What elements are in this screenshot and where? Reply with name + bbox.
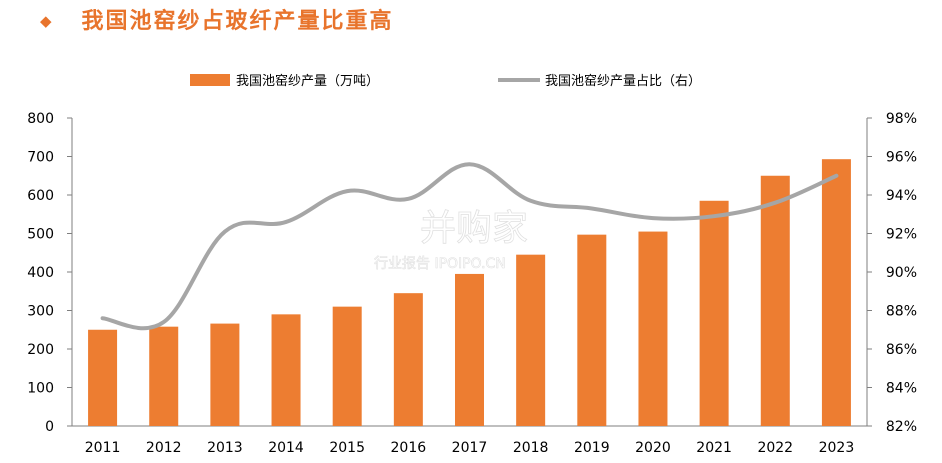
legend-line-label: 我国池窑纱产量占比（右） xyxy=(545,73,701,89)
bar xyxy=(516,254,546,426)
x-tick-label: 2015 xyxy=(329,440,365,456)
bar xyxy=(455,273,484,426)
x-tick-label: 2020 xyxy=(635,440,671,456)
left-tick-label: 200 xyxy=(27,342,54,358)
x-tick-label: 2014 xyxy=(268,440,304,456)
right-tick-label: 96% xyxy=(886,150,917,166)
chart-title: 我国池窑纱占玻纤产量比重高 xyxy=(81,8,394,34)
legend-bar-label: 我国池窑纱产量（万吨） xyxy=(236,73,379,89)
x-tick-label: 2013 xyxy=(207,440,243,456)
legend: 我国池窑纱产量（万吨） 我国池窑纱产量占比（右） xyxy=(190,73,701,89)
right-tick-label: 98% xyxy=(886,111,917,127)
bar xyxy=(821,159,851,426)
x-tick-label: 2022 xyxy=(757,440,793,456)
watermark-brand: 并购家 xyxy=(420,208,528,249)
bar xyxy=(88,329,118,426)
left-tick-label: 300 xyxy=(27,304,54,320)
bar xyxy=(271,314,301,426)
right-tick-label: 88% xyxy=(886,304,917,320)
watermark-sub: 行业报告 IPOIPO.CN xyxy=(374,256,506,272)
left-tick-label: 400 xyxy=(27,265,54,281)
x-tick-label: 2012 xyxy=(146,440,182,456)
x-tick-label: 2011 xyxy=(85,440,121,456)
right-tick-label: 84% xyxy=(886,381,917,397)
left-tick-label: 500 xyxy=(27,227,54,243)
bar xyxy=(210,323,240,426)
right-tick-label: 94% xyxy=(886,188,917,204)
right-tick-label: 90% xyxy=(886,265,917,281)
left-tick-label: 0 xyxy=(45,419,54,435)
watermark: 并购家 行业报告 IPOIPO.CN xyxy=(374,208,529,273)
x-tick-label: 2017 xyxy=(452,440,488,456)
axes: 0 100 200 300 400 500 600 700 800 82% 84% 86% 88% 90%… xyxy=(27,111,917,456)
left-tick-label: 800 xyxy=(27,111,54,127)
left-tick-label: 100 xyxy=(27,381,54,397)
bar xyxy=(393,293,423,426)
bar xyxy=(638,231,668,426)
bar xyxy=(149,326,179,426)
right-tick-label: 82% xyxy=(886,419,917,435)
left-tick-label: 600 xyxy=(27,188,54,204)
right-tick-label: 92% xyxy=(886,227,917,243)
bar xyxy=(760,175,790,426)
bar xyxy=(332,306,362,426)
right-tick-label: 86% xyxy=(886,342,917,358)
x-tick-label: 2023 xyxy=(819,440,855,456)
left-tick-label: 700 xyxy=(27,150,54,166)
bar xyxy=(699,200,729,426)
x-tick-label: 2016 xyxy=(391,440,427,456)
legend-bar-swatch xyxy=(190,74,230,86)
line-series xyxy=(100,162,839,331)
x-tick-label: 2021 xyxy=(696,440,732,456)
x-tick-label: 2019 xyxy=(574,440,610,456)
bar-series xyxy=(88,159,851,426)
diamond-bullet-icon: ◆ xyxy=(40,12,52,30)
x-tick-label: 2018 xyxy=(513,440,549,456)
bar xyxy=(577,234,607,426)
chart-header: ◆ 我国池窑纱占玻纤产量比重高 xyxy=(40,6,394,36)
